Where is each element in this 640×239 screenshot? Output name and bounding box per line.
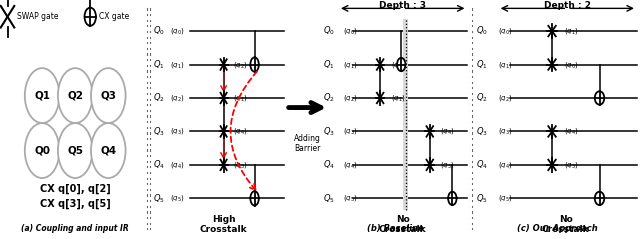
Text: $(q_3)$: $(q_3)$ (564, 160, 579, 170)
Text: $(q_0)$: $(q_0)$ (564, 60, 579, 70)
Text: $(q_5)$: $(q_5)$ (342, 193, 357, 203)
Text: $Q_2$: $Q_2$ (323, 92, 335, 104)
Circle shape (448, 192, 456, 205)
Text: $(q_1)$: $(q_1)$ (342, 60, 357, 70)
Text: $Q_2$: $Q_2$ (153, 92, 165, 104)
Text: $(q_4)$: $(q_4)$ (234, 126, 248, 136)
Text: $Q_1$: $Q_1$ (476, 58, 488, 71)
Text: Depth : 3: Depth : 3 (380, 1, 426, 11)
Text: $(q_4)$: $(q_4)$ (498, 160, 513, 170)
Text: $Q_5$: $Q_5$ (476, 192, 488, 205)
Text: $(q_5)$: $(q_5)$ (170, 193, 185, 203)
Text: $(q_0)$: $(q_0)$ (342, 26, 357, 36)
Text: $Q_3$: $Q_3$ (153, 125, 165, 138)
Text: $(q_3)$: $(q_3)$ (170, 126, 185, 136)
Text: $(q_5)$: $(q_5)$ (498, 193, 513, 203)
Text: No
Crosstalk: No Crosstalk (542, 215, 589, 234)
Text: High
Crosstalk: High Crosstalk (200, 215, 248, 234)
Text: CX gate: CX gate (99, 12, 129, 21)
Text: $(q_0)$: $(q_0)$ (498, 26, 513, 36)
Text: $Q_0$: $Q_0$ (476, 25, 488, 37)
FancyArrowPatch shape (230, 71, 257, 190)
Text: $Q_3$: $Q_3$ (476, 125, 488, 138)
Text: $(q_3)$: $(q_3)$ (440, 160, 455, 170)
Text: Q2: Q2 (67, 91, 83, 101)
Text: $(q_3)$: $(q_3)$ (498, 126, 513, 136)
Bar (403, 19, 408, 210)
Text: $(q_1)$: $(q_1)$ (234, 93, 248, 103)
Text: (a) Coupling and input IR: (a) Coupling and input IR (21, 224, 129, 233)
Text: $Q_2$: $Q_2$ (476, 92, 488, 104)
Text: $Q_0$: $Q_0$ (153, 25, 165, 37)
Circle shape (91, 68, 125, 123)
Text: $(q_2)$: $(q_2)$ (234, 60, 248, 70)
Circle shape (91, 123, 125, 178)
Circle shape (595, 192, 604, 205)
Text: $Q_1$: $Q_1$ (153, 58, 165, 71)
Text: $(q_2)$: $(q_2)$ (498, 93, 513, 103)
Text: Adding
Barrier: Adding Barrier (294, 134, 321, 153)
Text: $Q_5$: $Q_5$ (153, 192, 165, 205)
Text: $(q_1)$: $(q_1)$ (564, 26, 579, 36)
Text: Q0: Q0 (34, 146, 50, 156)
Text: No
Crosstalk: No Crosstalk (379, 215, 426, 234)
Text: SWAP gate: SWAP gate (17, 12, 58, 21)
Circle shape (25, 123, 60, 178)
Text: Q4: Q4 (100, 146, 116, 156)
Text: $(q_0)$: $(q_0)$ (170, 26, 185, 36)
Text: $(q_4)$: $(q_4)$ (564, 126, 579, 136)
Text: $Q_1$: $Q_1$ (323, 58, 335, 71)
Text: $Q_4$: $Q_4$ (323, 159, 335, 171)
Text: $Q_3$: $Q_3$ (323, 125, 335, 138)
Text: $(q_1)$: $(q_1)$ (170, 60, 185, 70)
Text: $(q_4)$: $(q_4)$ (440, 126, 455, 136)
Text: (c) Our Approach: (c) Our Approach (516, 224, 598, 233)
Circle shape (595, 91, 604, 105)
Text: $(q_1)$: $(q_1)$ (498, 60, 513, 70)
Text: $(q_4)$: $(q_4)$ (170, 160, 185, 170)
Text: $(q_2)$: $(q_2)$ (170, 93, 185, 103)
Text: $(q_2)$: $(q_2)$ (390, 60, 405, 70)
Text: $(q_3)$: $(q_3)$ (234, 160, 248, 170)
Text: $Q_4$: $Q_4$ (153, 159, 165, 171)
Text: $Q_4$: $Q_4$ (476, 159, 488, 171)
Text: (b) Baseline: (b) Baseline (367, 224, 424, 233)
Circle shape (58, 68, 93, 123)
Circle shape (58, 123, 93, 178)
Text: $(q_1)$: $(q_1)$ (390, 93, 405, 103)
Circle shape (25, 68, 60, 123)
Circle shape (250, 57, 259, 72)
Text: $(q_2)$: $(q_2)$ (342, 93, 357, 103)
Text: $Q_0$: $Q_0$ (323, 25, 335, 37)
Text: Q3: Q3 (100, 91, 116, 101)
Text: Q1: Q1 (34, 91, 50, 101)
Text: Depth : 2: Depth : 2 (544, 1, 591, 11)
Text: CX q[0], q[2]
CX q[3], q[5]: CX q[0], q[2] CX q[3], q[5] (40, 183, 111, 209)
Text: $(q_4)$: $(q_4)$ (342, 160, 357, 170)
Text: Q5: Q5 (67, 146, 83, 156)
Circle shape (397, 58, 405, 71)
Text: $(q_3)$: $(q_3)$ (342, 126, 357, 136)
Circle shape (250, 191, 259, 206)
Text: $Q_5$: $Q_5$ (323, 192, 335, 205)
